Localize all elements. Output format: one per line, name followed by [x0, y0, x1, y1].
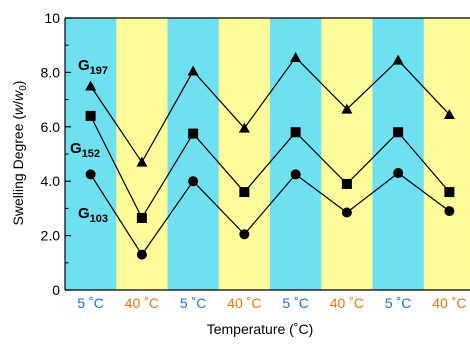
y-axis-label-suffix: ) [10, 81, 26, 86]
point-g152-5 [341, 178, 352, 189]
band-cold-0 [65, 18, 117, 290]
y-tick-label-2: 4.0 [41, 173, 61, 189]
point-g152-3 [239, 187, 250, 198]
point-g152-1 [136, 212, 147, 223]
x-tick-label-5: 40 ˚C [330, 295, 364, 311]
point-g197-5 [341, 103, 353, 114]
x-tick-label-6: 5 ˚C [385, 295, 411, 311]
temperature-bands [65, 18, 470, 290]
y-axis-label-slash: / [10, 101, 26, 105]
x-tick-label-1: 40 ˚C [125, 295, 159, 311]
band-warm-3 [218, 18, 271, 290]
point-g152-0 [85, 110, 96, 121]
y-tick-label-3: 6.0 [41, 119, 61, 135]
series-lines [90, 56, 450, 256]
point-g103-6 [393, 168, 404, 179]
point-g103-1 [136, 249, 147, 260]
series-label-subscript: 103 [90, 213, 108, 225]
y-axis-label-w: w [10, 104, 26, 115]
point-g152-2 [188, 128, 199, 139]
y-axis-label-w0: w [10, 90, 26, 101]
point-g103-4 [290, 169, 301, 180]
axes: 0 2.0 4.0 6.0 8.0 10 5 ˚C 40 ˚C 5 ˚C 40 ˚C 5 ˚C 40 … [41, 10, 470, 311]
x-tick-label-3: 40 ˚C [227, 295, 261, 311]
y-tick-label-5: 10 [44, 10, 60, 26]
point-g152-7 [444, 187, 455, 198]
x-tick-label-7: 40 ˚C [432, 295, 466, 311]
y-tick-label-0: 0 [52, 282, 60, 298]
series-label-name: G [78, 57, 90, 74]
y-tick-label-1: 2.0 [41, 228, 61, 244]
series-line-g103 [90, 172, 450, 256]
point-g197-0 [85, 80, 97, 91]
x-tick-label-4: 5 ˚C [282, 295, 308, 311]
point-g103-2 [188, 176, 199, 187]
x-axis-label: Temperature (˚C) [207, 321, 314, 337]
series-markers [85, 51, 455, 260]
series-label-subscript: 152 [82, 148, 100, 160]
y-axis-label-sub: 0 [18, 85, 29, 91]
point-g152-4 [290, 127, 301, 138]
band-cold-4 [270, 18, 322, 290]
y-tick-label-4: 8.0 [41, 64, 61, 80]
series-label-g103: G103 [78, 205, 108, 225]
point-g103-5 [341, 207, 352, 218]
point-g197-1 [136, 156, 148, 167]
point-g197-3 [238, 122, 250, 133]
series-label-name: G [70, 140, 82, 157]
band-warm-1 [116, 18, 168, 290]
point-g197-7 [443, 109, 455, 120]
point-g197-6 [392, 54, 404, 65]
point-g103-3 [239, 229, 250, 240]
y-axis-label: Swelling Degree (w/w0) [10, 81, 29, 226]
series-label-subscript: 197 [90, 65, 108, 77]
y-axis-label-prefix: Swelling Degree ( [10, 115, 26, 226]
series-label-g152: G152 [70, 140, 100, 160]
band-warm-5 [321, 18, 373, 290]
point-g103-0 [85, 169, 96, 180]
series-line-g197 [90, 56, 450, 164]
series-label-g197: G197 [78, 57, 108, 77]
point-g103-7 [444, 206, 455, 217]
x-tick-label-0: 5 ˚C [77, 295, 103, 311]
series-line-g152 [90, 115, 450, 220]
x-tick-label-2: 5 ˚C [180, 295, 206, 311]
point-g197-2 [187, 65, 199, 76]
point-g197-4 [290, 51, 302, 62]
point-g152-6 [393, 127, 404, 138]
series-label-name: G [78, 205, 90, 222]
band-warm-7 [423, 18, 470, 290]
